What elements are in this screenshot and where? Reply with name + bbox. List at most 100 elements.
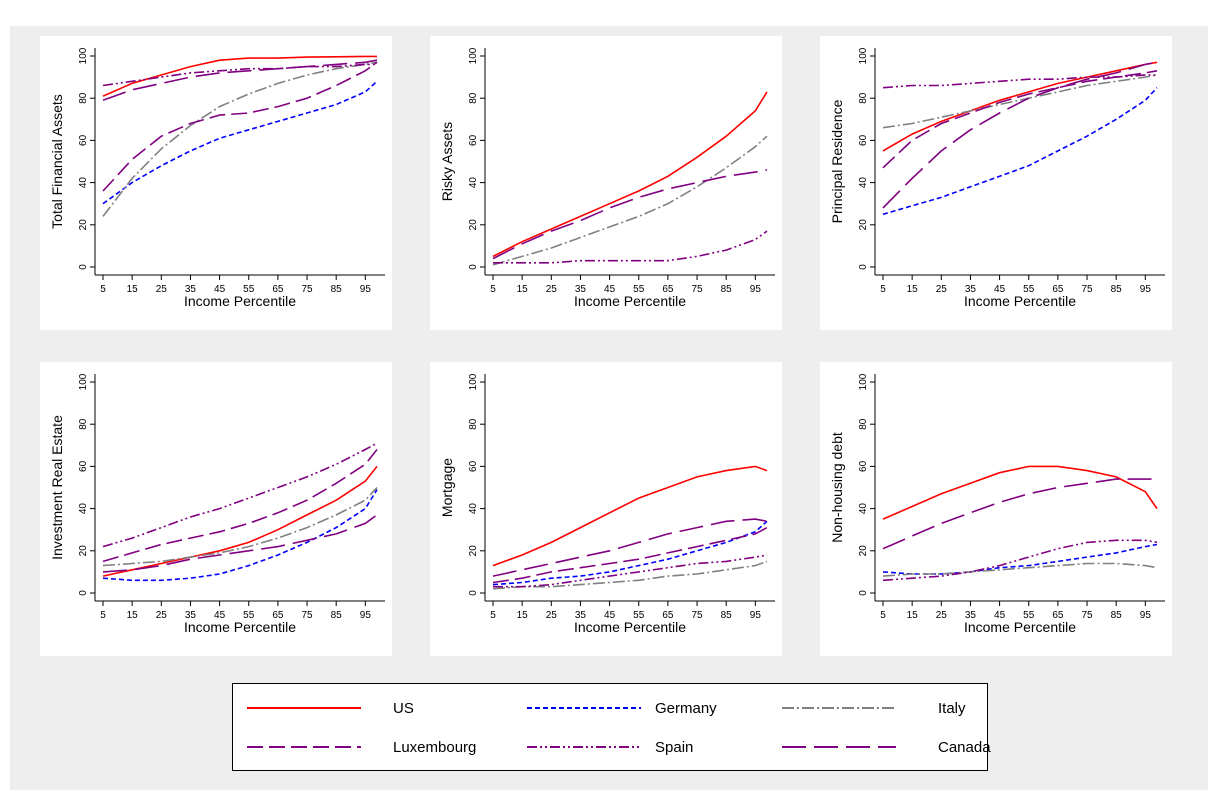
series-line-canada: [102, 514, 378, 573]
legend-item-luxembourg: Luxembourg: [243, 733, 503, 761]
x-tick-label: 65: [272, 284, 284, 295]
x-tick-label: 25: [936, 610, 948, 621]
series-line-canada: [882, 61, 1158, 209]
chart-panel-4: 0 20 40 60 80 100 5 15 25 35 45 55 65 75 85 95 Income Pe…: [40, 362, 392, 656]
series-line-germany: [102, 489, 378, 582]
y-tick-label: 20: [78, 219, 89, 231]
series-line-us: [492, 465, 768, 567]
legend-label-germany: Germany: [655, 700, 717, 717]
x-tick-label: 65: [1052, 284, 1064, 295]
chart-panel-6: 0 20 40 60 80 100 5 15 25 35 45 55 65 75 85 95 Income Pe…: [820, 362, 1172, 656]
y-tick-label: 0: [78, 590, 89, 596]
legend-label-canada: Canada: [938, 739, 991, 756]
series-line-us: [102, 465, 378, 577]
y-axis-title: Total Financial Assets: [49, 94, 65, 229]
x-tick-label: 55: [243, 284, 255, 295]
legend-item-germany: Germany: [523, 694, 773, 722]
legend-item-italy: Italy: [778, 694, 978, 722]
x-tick-label: 35: [965, 610, 977, 621]
y-tick-label: 60: [78, 134, 89, 146]
x-tick-label: 85: [721, 610, 733, 621]
y-tick-label: 80: [858, 92, 869, 104]
y-tick-label: 80: [858, 418, 869, 430]
series-line-italy: [492, 135, 768, 266]
y-tick-label: 100: [78, 373, 89, 390]
legend-item-spain: Spain: [523, 733, 773, 761]
x-axis-title: Income Percentile: [184, 293, 296, 309]
x-tick-label: 85: [1111, 610, 1123, 621]
panel-background: [430, 362, 782, 656]
legend-label-italy: Italy: [938, 700, 966, 717]
y-axis-title: Non-housing debt: [829, 432, 845, 543]
x-tick-label: 95: [750, 610, 762, 621]
series-line-luxembourg: [102, 449, 378, 563]
x-tick-label: 75: [1081, 610, 1093, 621]
x-tick-label: 65: [662, 284, 674, 295]
x-tick-label: 95: [360, 284, 372, 295]
y-tick-label: 20: [468, 219, 479, 231]
x-tick-label: 55: [1023, 284, 1035, 295]
x-tick-label: 35: [185, 284, 197, 295]
y-tick-label: 60: [858, 460, 869, 472]
y-tick-label: 80: [78, 92, 89, 104]
legend-item-canada: Canada: [778, 733, 991, 761]
series-line-canada: [492, 169, 768, 260]
x-tick-label: 25: [546, 610, 558, 621]
y-tick-label: 100: [468, 373, 479, 390]
panel-background: [820, 362, 1172, 656]
x-axis-title: Income Percentile: [184, 619, 296, 635]
x-tick-label: 15: [517, 284, 529, 295]
x-tick-label: 35: [965, 284, 977, 295]
x-axis-title: Income Percentile: [964, 293, 1076, 309]
x-tick-label: 15: [907, 284, 919, 295]
x-tick-label: 55: [1023, 610, 1035, 621]
series-line-spain: [493, 554, 768, 588]
x-tick-label: 25: [156, 610, 168, 621]
y-tick-label: 60: [78, 460, 89, 472]
y-tick-label: 0: [858, 590, 869, 596]
y-tick-label: 40: [78, 503, 89, 515]
series-line-canada: [882, 478, 1157, 550]
series-line-spain: [493, 230, 768, 264]
series-line-italy: [882, 562, 1158, 577]
x-tick-label: 95: [360, 610, 372, 621]
x-tick-label: 35: [185, 610, 197, 621]
y-tick-label: 20: [468, 545, 479, 557]
series-line-spain: [102, 442, 378, 548]
y-tick-label: 40: [858, 503, 869, 515]
series-line-canada: [102, 59, 378, 102]
x-axis-title: Income Percentile: [574, 293, 686, 309]
x-tick-label: 85: [721, 284, 733, 295]
series-line-us: [492, 91, 768, 258]
legend: US Germany Italy Luxembourg Spain Canada: [232, 683, 991, 771]
x-tick-label: 25: [936, 284, 948, 295]
x-tick-label: 45: [994, 610, 1006, 621]
x-tick-label: 5: [490, 610, 496, 621]
y-axis-title: Principal Residence: [829, 99, 845, 223]
x-tick-label: 65: [1052, 610, 1064, 621]
x-tick-label: 5: [100, 610, 106, 621]
series-line-germany: [102, 80, 378, 205]
x-tick-label: 5: [880, 284, 886, 295]
x-axis-title: Income Percentile: [574, 619, 686, 635]
x-tick-label: 15: [127, 610, 139, 621]
y-tick-label: 40: [78, 177, 89, 189]
series-line-italy: [102, 486, 378, 567]
series-line-luxembourg: [102, 61, 378, 192]
series-line-spain: [882, 539, 1158, 582]
x-tick-label: 45: [994, 284, 1006, 295]
x-tick-label: 55: [243, 610, 255, 621]
panel-background: [430, 36, 782, 330]
x-tick-label: 35: [575, 610, 587, 621]
x-axis-title: Income Percentile: [964, 619, 1076, 635]
series-line-italy: [492, 560, 768, 590]
y-tick-label: 80: [78, 418, 89, 430]
panel-background: [40, 36, 392, 330]
chart-panel-1: 0 20 40 60 80 100 5 15 25 35 45 55 65 75 85 95 Income Pe…: [40, 36, 392, 330]
series-line-spain: [102, 63, 377, 87]
legend-label-spain: Spain: [655, 739, 694, 756]
x-tick-label: 85: [331, 610, 343, 621]
y-tick-label: 80: [468, 92, 479, 104]
x-tick-label: 75: [301, 610, 313, 621]
